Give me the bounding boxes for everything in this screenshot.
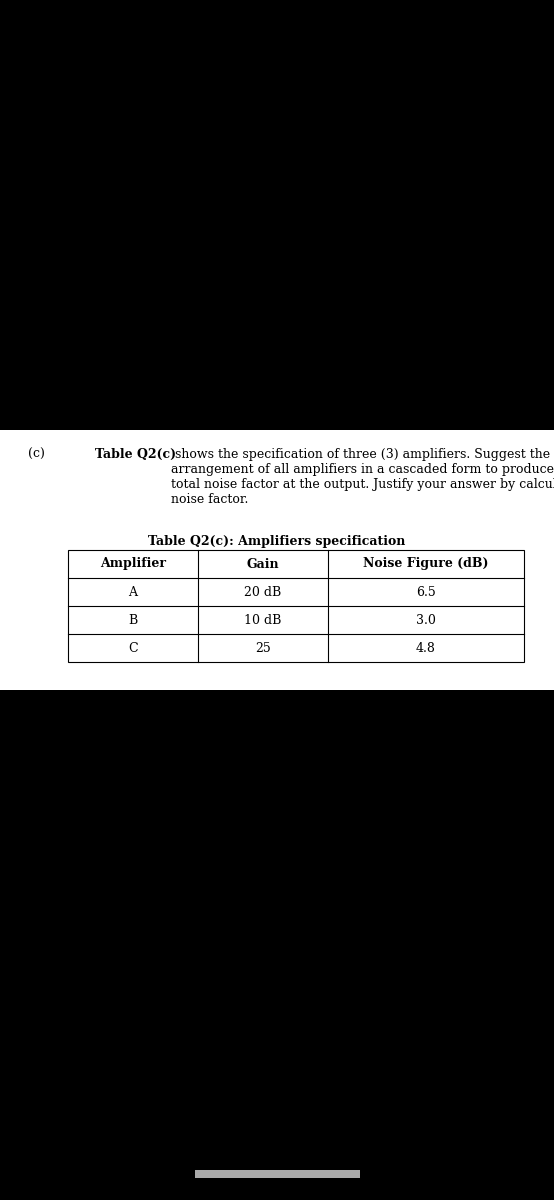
- Text: 20 dB: 20 dB: [244, 586, 281, 599]
- Text: A: A: [129, 586, 137, 599]
- Text: Amplifier: Amplifier: [100, 558, 166, 570]
- Text: Table Q2(c): Table Q2(c): [95, 448, 176, 461]
- Text: 3.0: 3.0: [416, 613, 436, 626]
- Text: C: C: [128, 642, 138, 654]
- Text: 10 dB: 10 dB: [244, 613, 281, 626]
- Text: B: B: [129, 613, 137, 626]
- Bar: [195, 1170, 360, 1178]
- Text: 6.5: 6.5: [416, 586, 436, 599]
- Bar: [68, 550, 524, 662]
- Text: (c): (c): [28, 448, 45, 461]
- Text: 25: 25: [255, 642, 271, 654]
- Text: Noise Figure (dB): Noise Figure (dB): [363, 558, 489, 570]
- Text: shows the specification of three (3) amplifiers. Suggest the
arrangement of all : shows the specification of three (3) amp…: [171, 448, 554, 506]
- Text: Gain: Gain: [247, 558, 279, 570]
- Bar: [0, 430, 554, 690]
- Text: Table Q2(c): Amplifiers specification: Table Q2(c): Amplifiers specification: [148, 535, 406, 548]
- Text: 4.8: 4.8: [416, 642, 436, 654]
